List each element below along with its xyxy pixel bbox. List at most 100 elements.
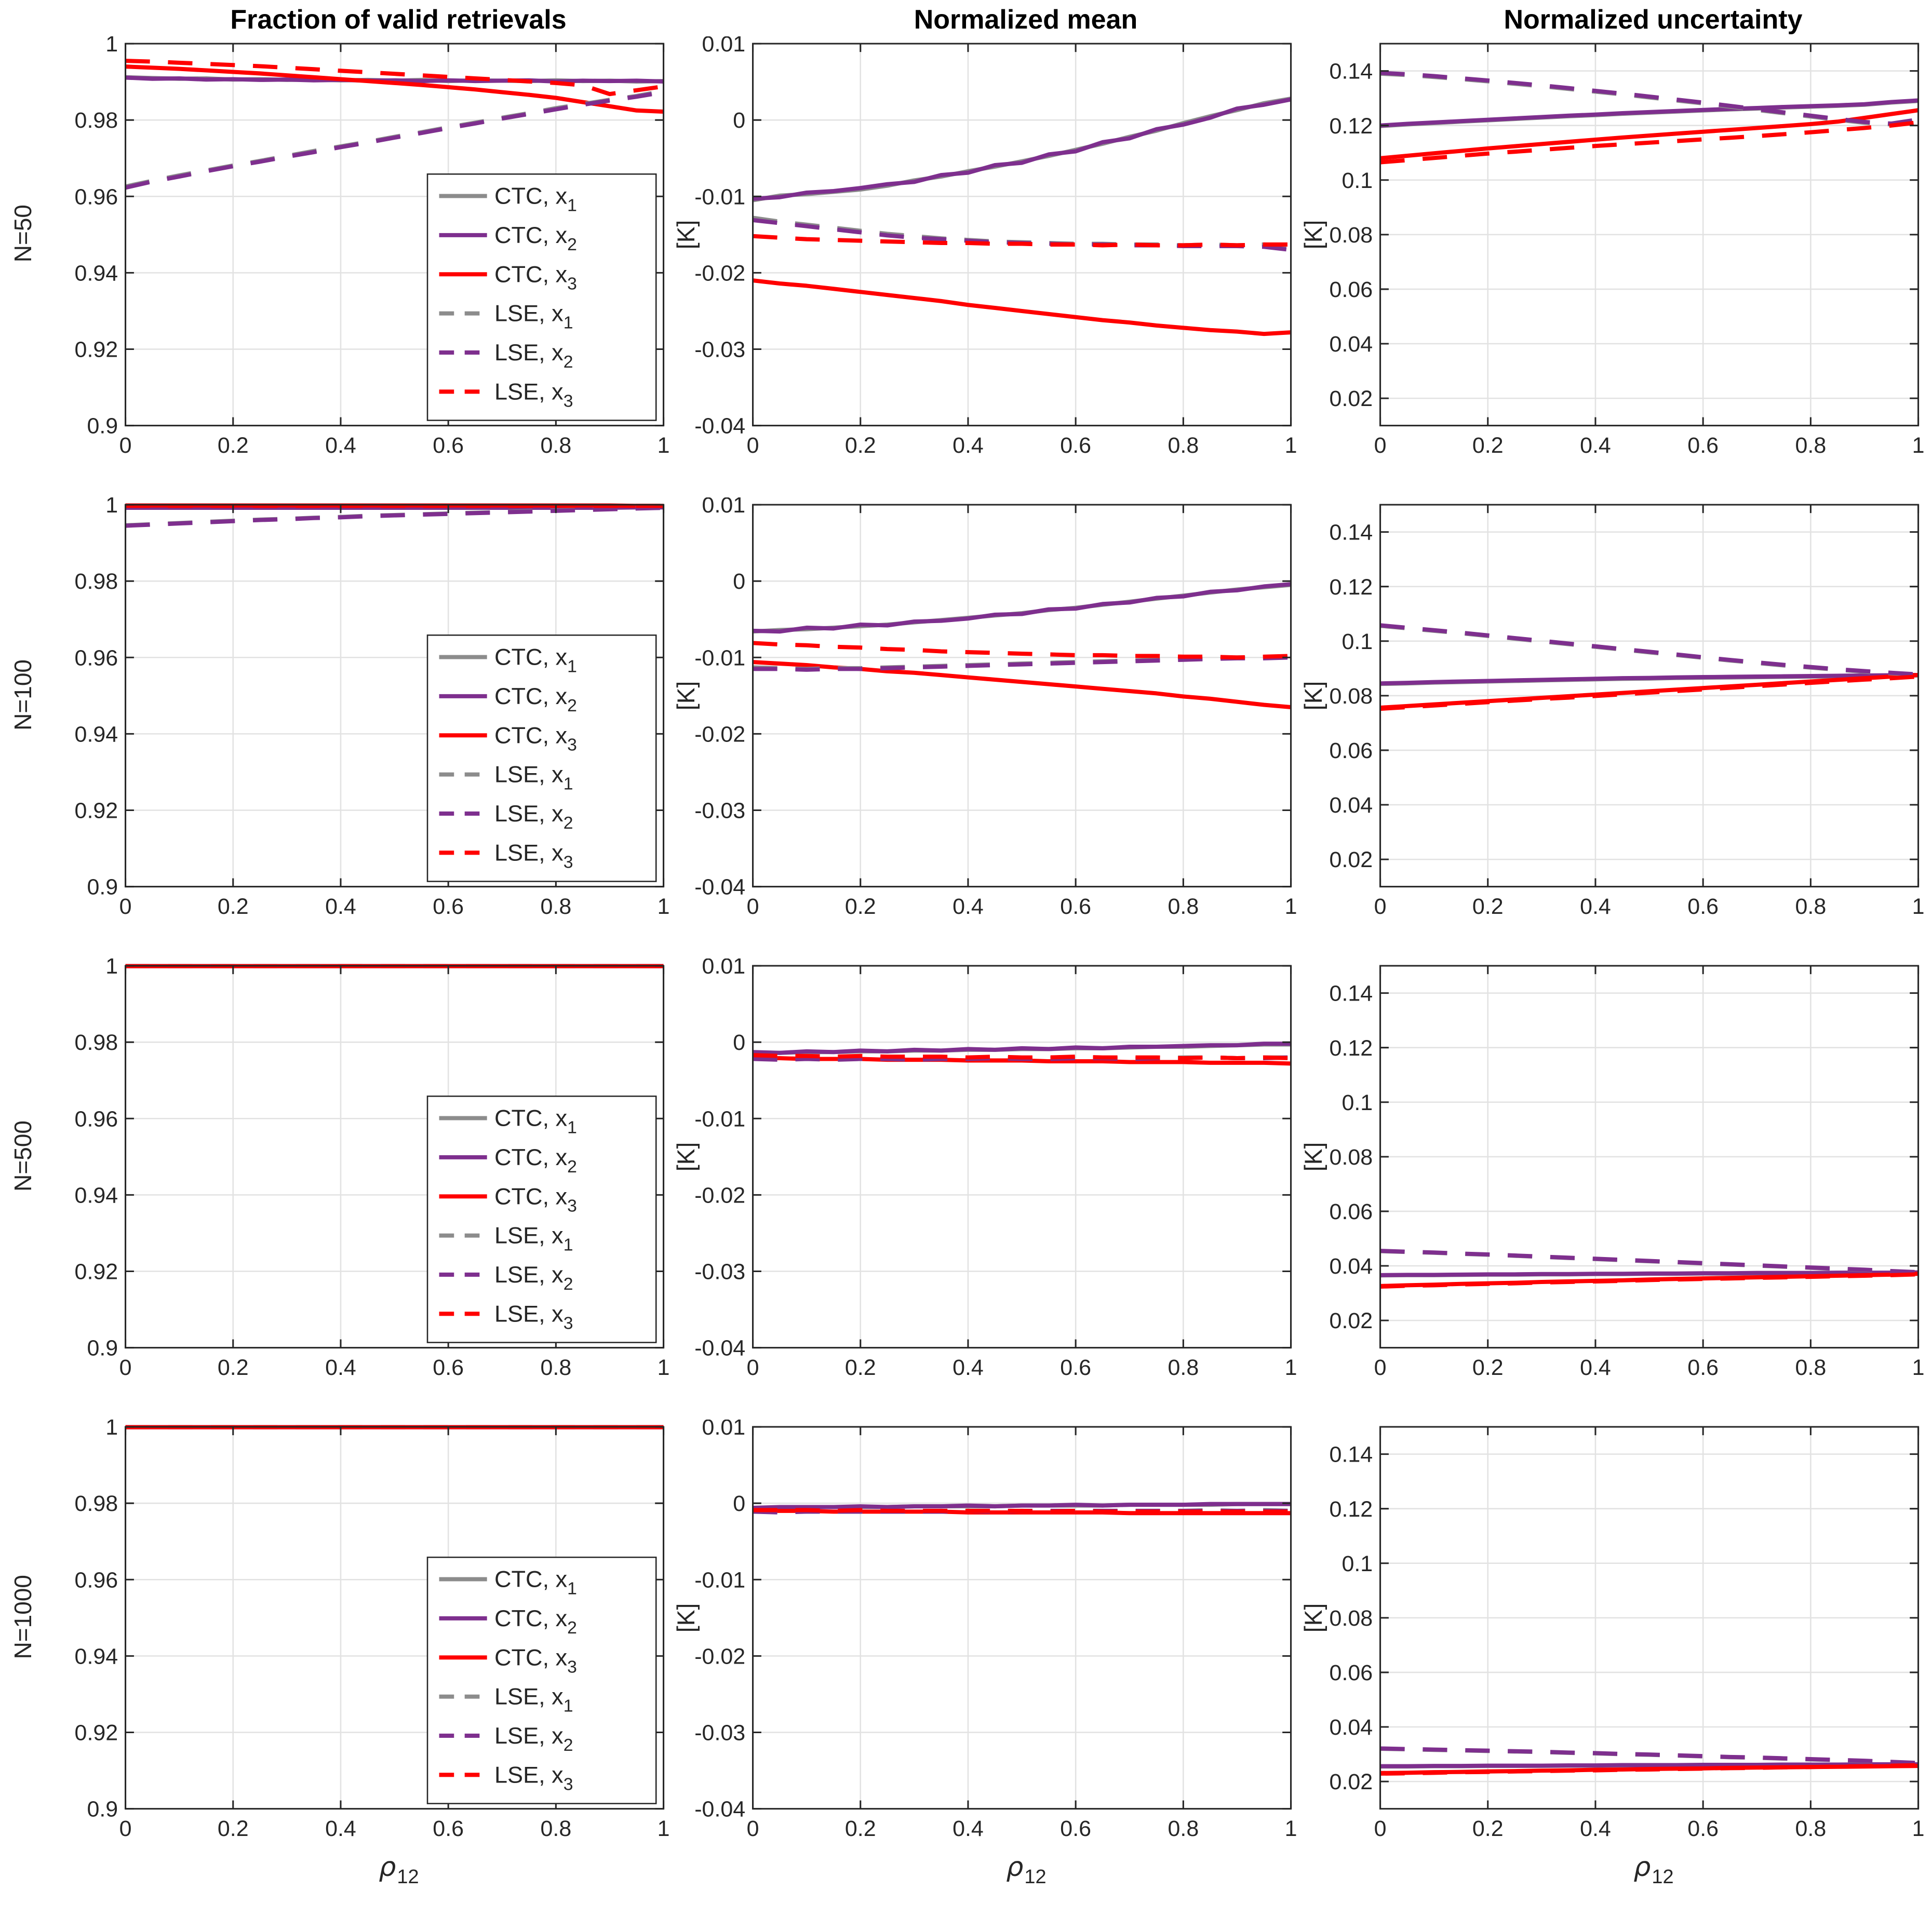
panel-n100-normalized-uncertainty: 0 0.2 0.4 0.6 0.8 1 0.02 0.04 0.06 0.08 0.1 0.12 0.1…	[1300, 464, 1928, 925]
svg-text:0.8: 0.8	[1795, 894, 1826, 919]
chart-canvas-n500-normalized-uncertainty: 0 0.2 0.4 0.6 0.8 1 0.02 0.04 0.06 0.08 0.1 0.12 0.1…	[1300, 965, 1925, 1380]
svg-text:0: 0	[1374, 1355, 1387, 1380]
svg-text:-0.01: -0.01	[694, 646, 745, 671]
svg-text:[K]: [K]	[1300, 220, 1327, 249]
svg-text:1: 1	[1285, 433, 1297, 458]
svg-text:0.4: 0.4	[1580, 1816, 1611, 1841]
svg-text:0.92: 0.92	[75, 1721, 118, 1746]
svg-text:-0.03: -0.03	[694, 337, 745, 362]
svg-text:0.2: 0.2	[218, 1355, 249, 1380]
svg-text:0.8: 0.8	[1168, 1816, 1199, 1841]
row-label-n500: N=500	[9, 1120, 36, 1192]
svg-text:0.8: 0.8	[1168, 1355, 1199, 1380]
svg-text:1: 1	[105, 1420, 118, 1440]
title-spacer	[46, 464, 673, 497]
svg-text:1: 1	[658, 1355, 670, 1380]
svg-text:0.04: 0.04	[1330, 1254, 1373, 1279]
row-label-n50: N=50	[9, 205, 36, 263]
panel-n500-valid-fraction: 0 0.2 0.4 0.6 0.8 1 0.9 0.92 0.94 0.96 0.98 1 CTC, x…	[46, 925, 673, 1386]
svg-text:0.98: 0.98	[75, 1031, 118, 1056]
svg-text:0.1: 0.1	[1341, 168, 1373, 193]
svg-text:0.94: 0.94	[75, 722, 118, 747]
svg-text:-0.04: -0.04	[694, 414, 745, 439]
svg-text:0: 0	[733, 1031, 745, 1056]
svg-text:0.2: 0.2	[845, 1816, 876, 1841]
svg-text:0: 0	[747, 1816, 759, 1841]
svg-text:0.12: 0.12	[1330, 1036, 1373, 1061]
svg-text:-0.04: -0.04	[694, 1336, 745, 1361]
svg-text:-0.01: -0.01	[694, 1107, 745, 1132]
svg-text:1: 1	[105, 958, 118, 979]
svg-text:0.9: 0.9	[87, 1336, 118, 1361]
svg-text:0.8: 0.8	[1795, 1355, 1826, 1380]
svg-text:0.06: 0.06	[1330, 277, 1373, 302]
svg-text:0.04: 0.04	[1330, 793, 1373, 818]
svg-text:1: 1	[1912, 894, 1925, 919]
svg-text:[K]: [K]	[673, 1603, 700, 1632]
svg-text:0.2: 0.2	[218, 894, 249, 919]
svg-text:0.1: 0.1	[1341, 1090, 1373, 1115]
svg-text:0.4: 0.4	[325, 894, 356, 919]
svg-text:1: 1	[1285, 1816, 1297, 1841]
svg-text:0.8: 0.8	[1168, 894, 1199, 919]
svg-text:0.6: 0.6	[433, 894, 464, 919]
svg-text:0.6: 0.6	[1060, 1355, 1091, 1380]
svg-text:0: 0	[119, 894, 132, 919]
svg-text:0.06: 0.06	[1330, 738, 1373, 763]
svg-text:0.92: 0.92	[75, 1260, 118, 1285]
chart-canvas-n50-normalized-uncertainty: 0 0.2 0.4 0.6 0.8 1 0.02 0.04 0.06 0.08 0.1 0.12 0.1…	[1300, 43, 1925, 458]
chart-canvas-n1000-normalized-uncertainty: 0 0.2 0.4 0.6 0.8 1 0.02 0.04 0.06 0.08 0.1 0.12 0.1…	[1300, 1426, 1925, 1841]
svg-text:0.08: 0.08	[1330, 223, 1373, 248]
svg-text:0: 0	[747, 433, 759, 458]
title-spacer	[1300, 464, 1928, 497]
svg-text:0: 0	[747, 894, 759, 919]
svg-text:1: 1	[105, 36, 118, 57]
svg-text:0.01: 0.01	[702, 497, 746, 518]
svg-text:0.9: 0.9	[87, 1797, 118, 1822]
svg-text:0.4: 0.4	[952, 1355, 984, 1380]
title-spacer	[1300, 925, 1928, 958]
panel-n100-normalized-mean: 0 0.2 0.4 0.6 0.8 1 0.01 0 -0.01 -0.02 -0.03 -0.04 […	[673, 464, 1300, 925]
svg-text:0: 0	[119, 1816, 132, 1841]
svg-text:0.8: 0.8	[540, 1816, 571, 1841]
svg-text:-0.04: -0.04	[694, 1797, 745, 1822]
panel-n1000-normalized-mean: 0 0.2 0.4 0.6 0.8 1 0.01 0 -0.01 -0.02 -0.03 -0.04 […	[673, 1386, 1300, 1847]
svg-text:0: 0	[1374, 1816, 1387, 1841]
chart-canvas-n100-normalized-uncertainty: 0 0.2 0.4 0.6 0.8 1 0.02 0.04 0.06 0.08 0.1 0.12 0.1…	[1300, 504, 1925, 919]
svg-text:0.6: 0.6	[433, 1816, 464, 1841]
svg-text:0.2: 0.2	[845, 433, 876, 458]
svg-text:0: 0	[1374, 894, 1387, 919]
svg-text:0.4: 0.4	[952, 894, 984, 919]
panel-n1000-normalized-uncertainty: 0 0.2 0.4 0.6 0.8 1 0.02 0.04 0.06 0.08 0.1 0.12 0.1…	[1300, 1386, 1928, 1847]
x-axis-label-col1: ρ12	[379, 1852, 419, 1888]
svg-text:0.4: 0.4	[952, 1816, 984, 1841]
svg-text:[K]: [K]	[1300, 681, 1327, 710]
svg-text:[K]: [K]	[1300, 1142, 1327, 1171]
svg-text:0.2: 0.2	[1472, 1355, 1504, 1380]
svg-text:0.2: 0.2	[1472, 1816, 1504, 1841]
svg-text:0.6: 0.6	[1687, 1355, 1719, 1380]
svg-text:0.2: 0.2	[845, 1355, 876, 1380]
svg-text:0.92: 0.92	[75, 799, 118, 823]
x-axis-label-col2: ρ12	[1006, 1852, 1046, 1888]
bottom-gutter	[0, 1847, 46, 1899]
svg-text:-0.02: -0.02	[694, 1644, 745, 1669]
svg-text:0.12: 0.12	[1330, 575, 1373, 600]
svg-text:-0.02: -0.02	[694, 1183, 745, 1208]
svg-text:0: 0	[747, 1355, 759, 1380]
svg-text:0.4: 0.4	[325, 1816, 356, 1841]
svg-text:[K]: [K]	[673, 1142, 700, 1171]
column-title-valid-fraction: Fraction of valid retrievals	[230, 5, 567, 35]
svg-text:1: 1	[1912, 1816, 1925, 1841]
svg-text:0.1: 0.1	[1341, 629, 1373, 654]
svg-text:0.96: 0.96	[75, 185, 118, 210]
svg-text:0.6: 0.6	[1060, 894, 1091, 919]
svg-text:0.14: 0.14	[1330, 59, 1373, 84]
svg-text:0.02: 0.02	[1330, 1309, 1373, 1334]
svg-text:0.08: 0.08	[1330, 1606, 1373, 1631]
chart-canvas-n1000-normalized-mean: 0 0.2 0.4 0.6 0.8 1 0.01 0 -0.01 -0.02 -0.03 -0.04 […	[673, 1420, 1297, 1841]
title-spacer	[46, 925, 673, 958]
